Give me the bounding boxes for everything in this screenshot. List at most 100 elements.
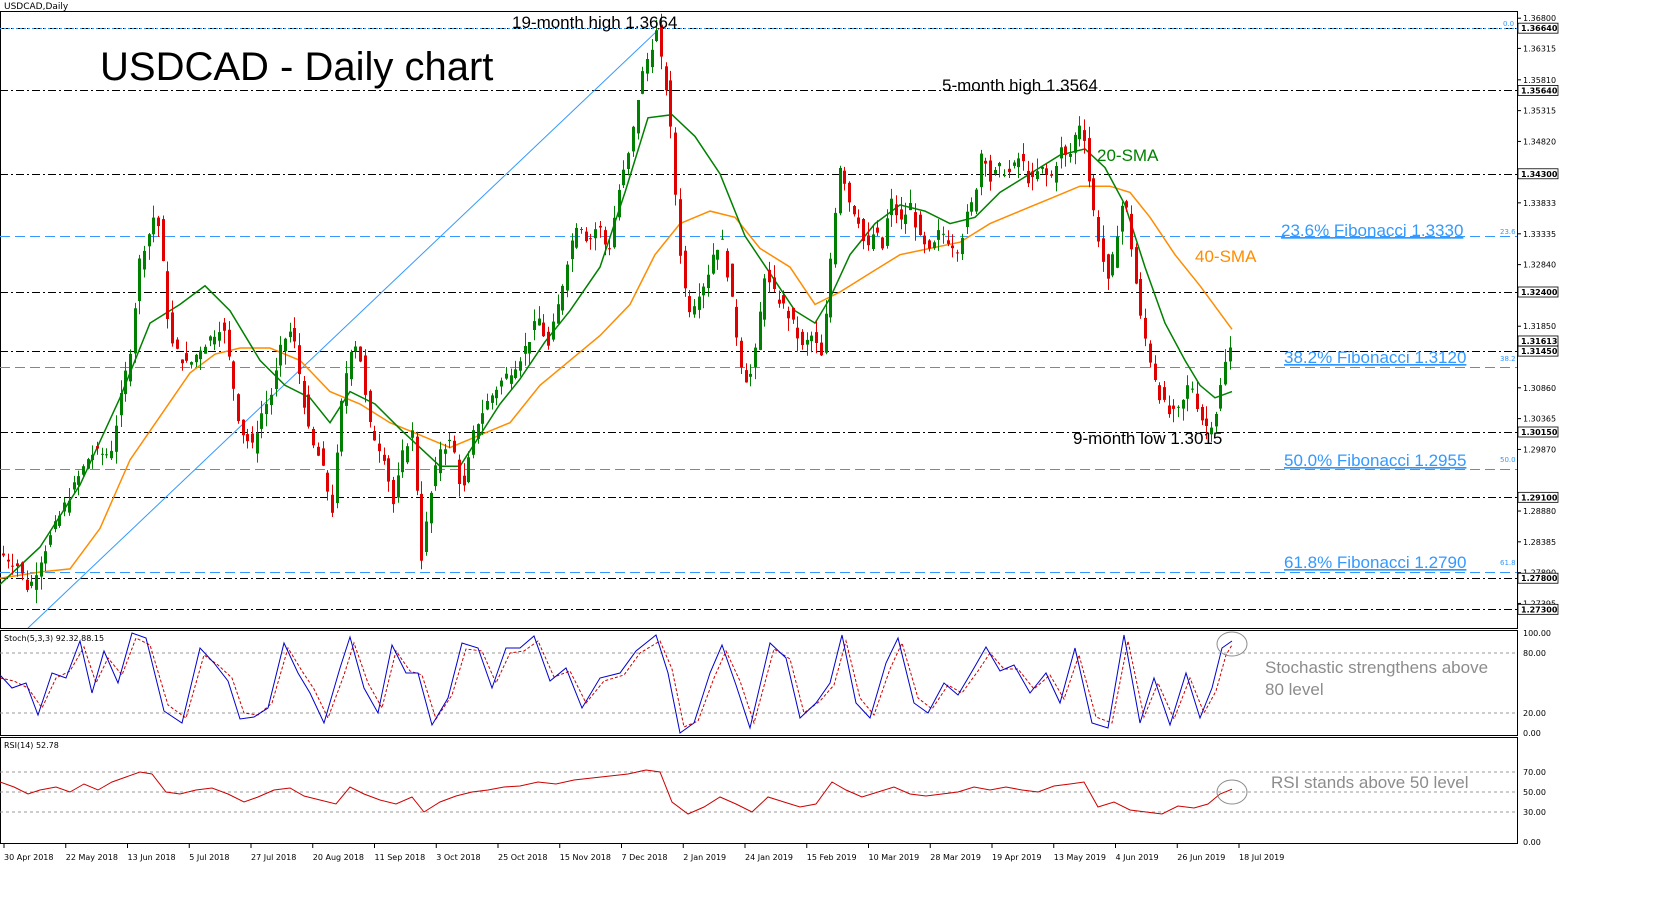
rsi-panel-frame (0, 737, 1518, 844)
date-tick-label: 15 Feb 2019 (807, 853, 857, 862)
candle-body (1008, 168, 1011, 173)
candle-body (181, 359, 184, 364)
candle-body (1088, 138, 1091, 182)
price-box (1517, 345, 1559, 357)
candle-body (416, 436, 419, 491)
date-axis: 30 Apr 2018 22 May 2018 13 Jun 2018 5 Jul 2… (3, 844, 1284, 862)
candle-body (350, 352, 353, 380)
stoch-tick-label: 0.00 (1523, 729, 1541, 738)
price-tick-label: 1.32840 (1523, 261, 1556, 270)
candle-body (665, 66, 668, 91)
main-levels-layer (0, 28, 1517, 610)
sma-20-line (0, 113, 1233, 585)
candle-body (726, 250, 729, 278)
candle-body (679, 199, 682, 256)
candle-body (1219, 385, 1222, 409)
candle-body (270, 394, 273, 405)
candle-body (796, 327, 799, 339)
candle-body (307, 394, 310, 427)
candle-body (96, 446, 99, 449)
candle-body (148, 234, 151, 247)
candle-body (904, 214, 907, 224)
candle-body (68, 500, 71, 513)
candle-body (1139, 279, 1142, 316)
candle-body (637, 100, 640, 134)
fib-tag-0-0: 0.0 (1503, 20, 1514, 28)
candle-body (589, 238, 592, 240)
candle-body (251, 433, 254, 443)
candle-body (467, 457, 470, 483)
candle-body (430, 492, 433, 524)
candle-body (1022, 154, 1025, 162)
candle-body (411, 430, 414, 438)
date-tick-label: 5 Jul 2018 (189, 853, 229, 862)
stochastic-layer: 100.00 80.00 20.00 0.00 (0, 629, 1551, 738)
candle-body (580, 229, 583, 230)
candle-body (702, 286, 705, 296)
candle-body (998, 163, 1001, 167)
candle-body (561, 285, 564, 311)
price-box-label: 1.30150 (1521, 428, 1558, 437)
candle-body (735, 306, 738, 338)
candle-body (453, 440, 456, 453)
candle-body (970, 202, 973, 212)
candle-body (481, 413, 484, 424)
candle-body (980, 153, 983, 188)
candle-body (63, 502, 66, 512)
price-box-label: 1.35640 (1521, 86, 1558, 95)
candle-body (881, 237, 884, 249)
candle-body (1149, 343, 1152, 363)
candle-body (110, 450, 113, 459)
candle-body (820, 342, 823, 356)
date-tick-label: 28 Mar 2019 (930, 853, 981, 862)
candle-body (994, 170, 997, 174)
candle-body (707, 274, 710, 289)
main-panel-frame (0, 11, 1518, 629)
candle-body (77, 476, 80, 485)
candle-body (491, 395, 494, 403)
candle-body (528, 342, 531, 354)
candle-body (228, 329, 231, 357)
candle-body (1224, 361, 1227, 385)
candle-body (157, 217, 160, 227)
fib-label-50-0: 50.0% Fibonacci 1.2955 (1284, 451, 1466, 470)
candle-body (495, 389, 498, 399)
candle-body (651, 49, 654, 68)
candle-body (693, 306, 696, 315)
candle-body (1116, 236, 1119, 268)
label-20-sma: 20-SMA (1097, 146, 1159, 165)
candle-body (265, 404, 268, 415)
price-box-label: 1.29100 (1521, 493, 1558, 502)
candle-body (378, 443, 381, 452)
candle-body (152, 217, 155, 235)
stoch-indicator-label: Stoch(5,3,3) 92.32 88.15 (4, 634, 104, 643)
price-box-label: 1.31613 (1521, 337, 1557, 346)
price-tick-label: 1.30860 (1523, 384, 1556, 393)
candle-body (542, 322, 545, 337)
candle-body (120, 393, 123, 416)
price-tick-label: 1.35315 (1523, 107, 1556, 116)
candle-body (30, 581, 33, 586)
annotation-19-month-high: 19-month high 1.3664 (512, 13, 677, 32)
candle-body (1107, 254, 1110, 279)
stoch-d-line (0, 637, 1233, 728)
rsi-tick-label: 0.00 (1523, 838, 1541, 847)
candle-body (815, 332, 818, 343)
candle-body (989, 160, 992, 182)
candle-body (862, 219, 865, 241)
candle-body (519, 361, 522, 371)
candle-body (792, 307, 795, 320)
price-tick-label: 1.33833 (1523, 199, 1556, 208)
candle-body (599, 225, 602, 228)
rsi-tick-label: 50.00 (1523, 788, 1546, 797)
price-box-label: 1.27300 (1521, 605, 1558, 614)
candle-body (834, 212, 837, 265)
candle-body (933, 242, 936, 249)
candle-body (340, 400, 343, 452)
candle-body (317, 446, 320, 456)
candle-body (1031, 171, 1034, 178)
candle-body (190, 362, 193, 365)
candle-body (1078, 125, 1081, 140)
candle-body (166, 271, 169, 319)
candle-body (951, 245, 954, 249)
